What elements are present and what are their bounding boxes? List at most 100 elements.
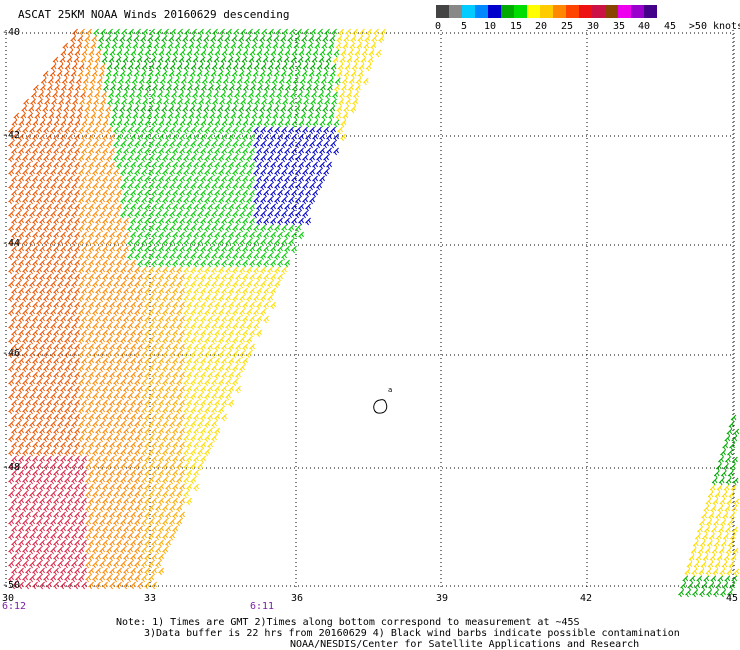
wind-barb <box>169 462 175 471</box>
wind-barb <box>43 462 49 471</box>
wind-barb <box>204 336 210 345</box>
wind-barb <box>253 294 259 303</box>
wind-barb <box>193 427 199 436</box>
wind-barb <box>57 210 63 219</box>
wind-barb <box>239 364 245 373</box>
wind-barb <box>216 112 223 121</box>
wind-barb <box>78 294 84 303</box>
wind-barb <box>137 273 143 282</box>
wind-barb <box>305 203 311 212</box>
wind-barb <box>18 511 24 520</box>
wind-barb <box>11 581 17 590</box>
wind-barb <box>270 203 276 212</box>
wind-barb <box>357 70 364 79</box>
wind-barb <box>707 491 714 500</box>
wind-barb <box>50 168 56 177</box>
wind-barb <box>43 126 49 135</box>
wind-barb <box>323 168 329 177</box>
wind-barb <box>287 70 294 79</box>
wind-barb <box>120 462 126 471</box>
wind-barb <box>158 175 164 184</box>
wind-barb <box>59 91 65 100</box>
wind-barb <box>29 252 35 261</box>
wind-barb <box>83 112 90 121</box>
wind-barb <box>211 168 217 177</box>
wind-barb <box>43 406 49 415</box>
wind-barb <box>284 203 290 212</box>
wind-barb <box>11 357 17 366</box>
wind-barb <box>169 532 175 541</box>
wind-barb <box>29 224 35 233</box>
wind-barb <box>709 554 716 563</box>
wind-barb <box>25 581 31 590</box>
lon-label-33: 33 <box>144 593 157 604</box>
wind-barb <box>116 441 122 450</box>
wind-barb <box>50 504 56 513</box>
wind-barb <box>299 77 306 86</box>
wind-barb <box>168 35 175 44</box>
wind-barb <box>256 189 262 198</box>
wind-barb <box>50 154 56 163</box>
wind-barb <box>312 175 318 184</box>
wind-barb <box>18 441 24 450</box>
wind-barb <box>74 329 80 338</box>
legend-label: 0 <box>434 21 442 32</box>
wind-barb <box>200 189 206 198</box>
wind-barb <box>80 91 86 100</box>
wind-barb <box>64 294 70 303</box>
wind-barb <box>36 448 42 457</box>
wind-barb <box>281 140 287 149</box>
wind-barb <box>134 182 140 191</box>
wind-barb <box>172 343 178 352</box>
wind-barb <box>99 224 105 233</box>
wind-barb <box>228 315 234 324</box>
wind-barb <box>252 35 259 44</box>
wind-barb <box>172 259 178 268</box>
wind-barb <box>218 168 224 177</box>
wind-barb <box>227 91 233 100</box>
wind-barb <box>162 238 168 247</box>
wind-barb <box>319 147 325 156</box>
wind-barb <box>165 273 171 282</box>
wind-barb <box>144 273 150 282</box>
wind-barb <box>57 546 63 555</box>
wind-barb <box>99 196 105 205</box>
wind-barb <box>41 112 48 121</box>
wind-barb <box>172 511 178 520</box>
wind-barb <box>162 224 168 233</box>
wind-barb <box>60 553 66 562</box>
wind-barb <box>113 224 119 233</box>
wind-barb <box>286 42 293 51</box>
wind-barb <box>701 582 708 591</box>
wind-barb <box>39 385 45 394</box>
wind-barb <box>207 231 213 240</box>
wind-barb <box>214 371 220 380</box>
wind-barb <box>106 196 112 205</box>
wind-barb <box>221 175 227 184</box>
wind-barb <box>134 434 140 443</box>
wind-barb <box>281 126 287 135</box>
wind-barb <box>130 581 136 590</box>
wind-barb <box>57 434 63 443</box>
wind-barb <box>32 525 38 534</box>
wind-barb <box>99 266 105 275</box>
wind-barb <box>190 126 196 135</box>
wind-barb <box>81 259 87 268</box>
wind-barb <box>109 581 115 590</box>
wind-barb <box>15 266 21 275</box>
wind-barb <box>221 385 227 394</box>
wind-barb <box>70 105 77 114</box>
wind-barb <box>102 343 108 352</box>
wind-barb <box>207 287 213 296</box>
wind-barb <box>46 343 52 352</box>
wind-barb <box>74 49 81 58</box>
wind-barb <box>165 231 171 240</box>
wind-barb <box>295 140 301 149</box>
wind-barb <box>158 343 164 352</box>
wind-barb <box>225 252 231 261</box>
wind-barb <box>165 357 171 366</box>
wind-barb <box>125 42 132 51</box>
wind-barb <box>134 224 140 233</box>
legend-swatch <box>605 5 618 18</box>
wind-barb <box>249 147 255 156</box>
